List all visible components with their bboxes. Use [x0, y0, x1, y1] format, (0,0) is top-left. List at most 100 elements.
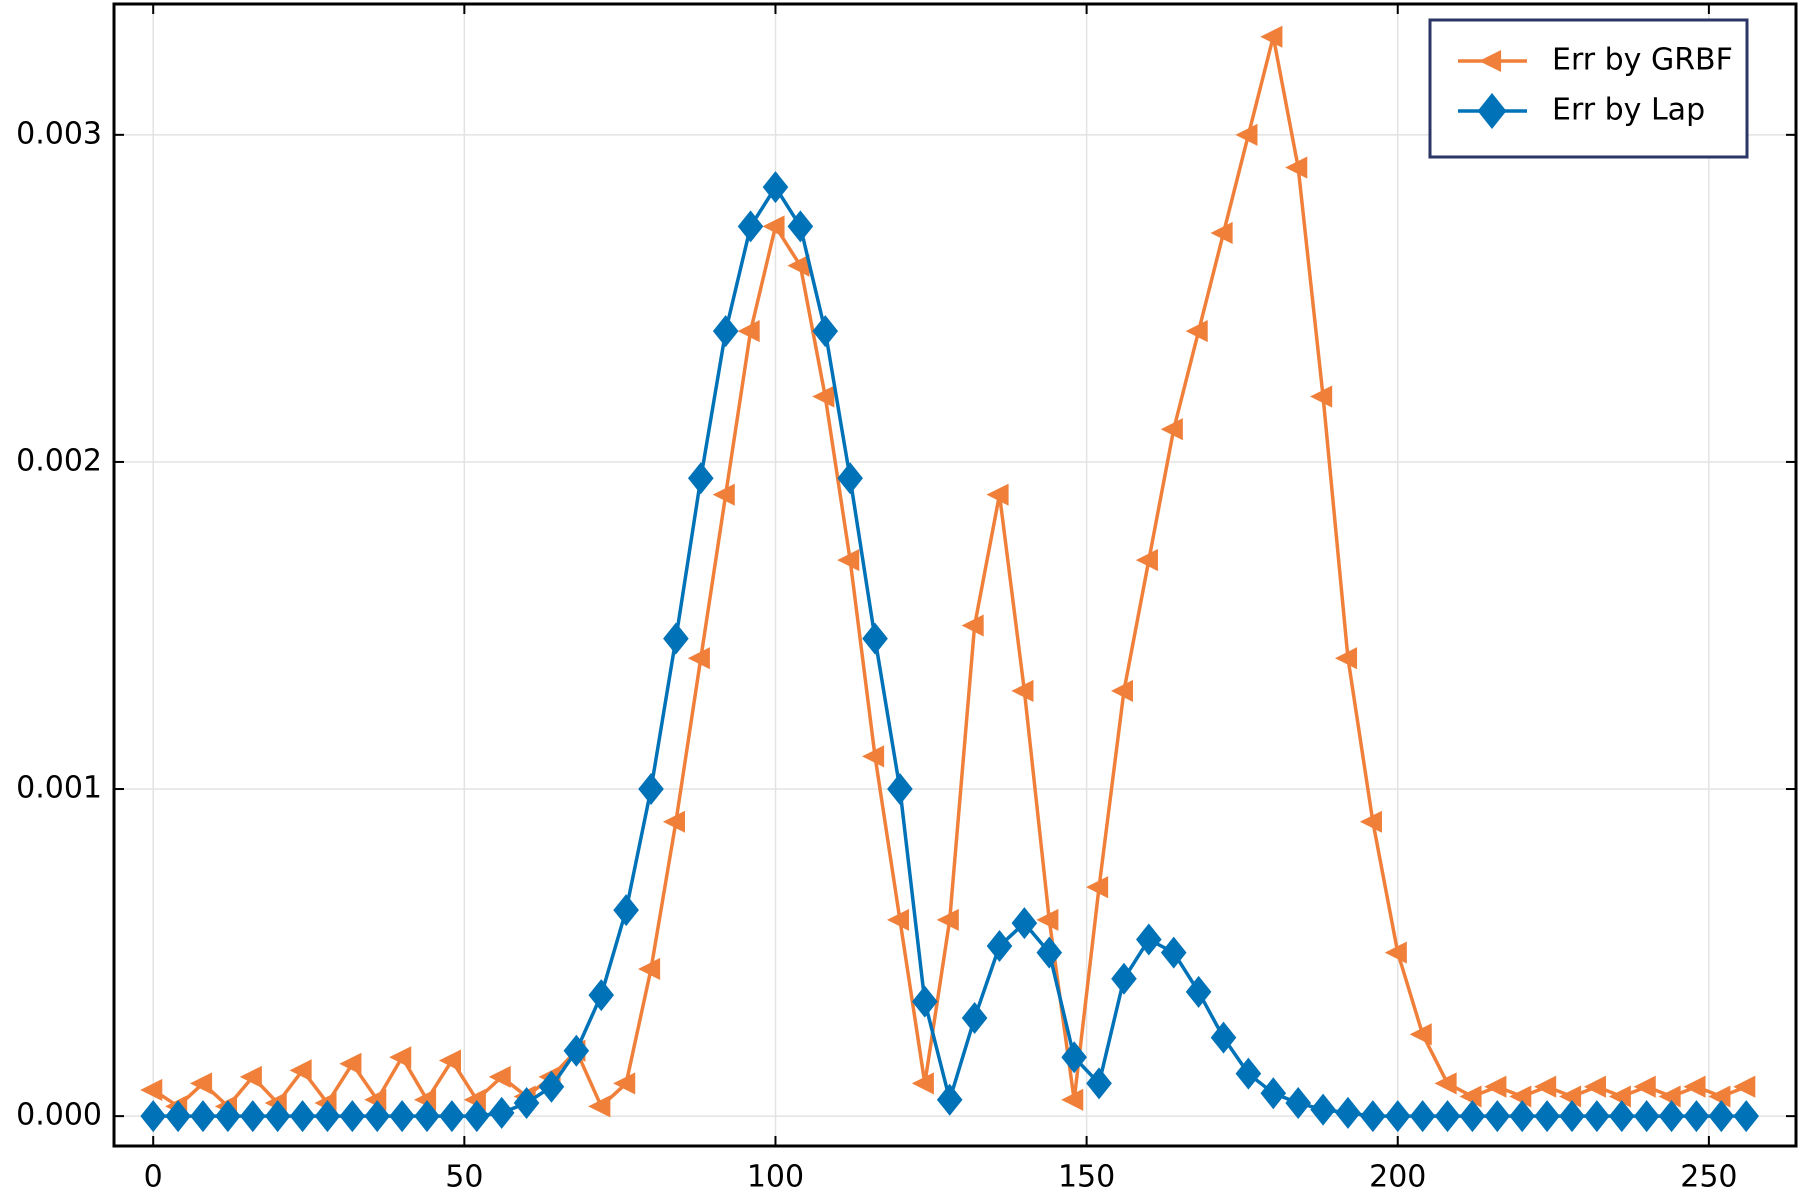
marker: [314, 1100, 341, 1133]
marker: [140, 1078, 163, 1102]
marker: [1584, 1100, 1610, 1133]
marker: [936, 1083, 963, 1116]
series: [140, 25, 1760, 1133]
marker: [588, 979, 615, 1012]
marker: [1061, 1088, 1084, 1111]
marker: [1434, 1072, 1457, 1095]
marker: [1658, 1100, 1685, 1133]
marker: [687, 647, 710, 670]
marker: [1136, 923, 1162, 956]
marker: [1086, 1067, 1112, 1100]
marker: [1086, 876, 1109, 899]
legend-label: Err by Lap: [1552, 93, 1705, 128]
marker: [812, 315, 839, 348]
marker: [1260, 25, 1283, 48]
plot-frame: [112, 2, 1798, 1148]
marker: [986, 483, 1009, 506]
marker: [1683, 1075, 1706, 1098]
y-tick-label: 0.003: [16, 116, 102, 151]
marker: [1384, 1100, 1411, 1133]
marker: [1558, 1085, 1582, 1108]
marker: [1310, 1093, 1336, 1126]
marker: [1135, 549, 1158, 572]
marker: [1011, 679, 1034, 702]
x-tick-label: 50: [445, 1160, 483, 1195]
marker: [812, 385, 835, 408]
marker: [1534, 1075, 1557, 1098]
marker: [513, 1087, 540, 1120]
marker: [439, 1100, 465, 1133]
x-tick-label: 150: [1058, 1160, 1115, 1195]
marker: [787, 210, 814, 243]
marker: [638, 773, 664, 806]
marker: [762, 171, 789, 204]
x-tick-label: 0: [144, 1160, 163, 1195]
marker: [1011, 907, 1038, 940]
marker: [862, 622, 888, 655]
marker: [961, 1002, 988, 1035]
marker: [1434, 1100, 1461, 1133]
marker: [339, 1052, 362, 1075]
marker: [563, 1034, 590, 1067]
marker: [264, 1100, 291, 1133]
marker: [1477, 93, 1507, 129]
marker: [438, 1049, 461, 1072]
series-group: [140, 171, 1760, 1133]
series-group: [140, 25, 1756, 1118]
marker: [1509, 1085, 1532, 1108]
marker: [1260, 1077, 1287, 1110]
marker: [862, 745, 885, 768]
x-tick-label: 250: [1680, 1160, 1737, 1195]
marker: [488, 1065, 511, 1088]
marker: [1210, 221, 1233, 245]
marker: [1036, 936, 1063, 969]
marker: [887, 773, 913, 806]
marker: [1210, 1021, 1237, 1054]
marker: [189, 1072, 213, 1095]
marker: [190, 1100, 216, 1133]
marker: [912, 985, 938, 1018]
x-tick-label: 200: [1369, 1160, 1426, 1195]
marker: [339, 1100, 366, 1133]
marker: [663, 622, 689, 655]
marker: [662, 810, 686, 833]
marker: [737, 320, 760, 343]
marker: [389, 1046, 412, 1069]
y-tick-label: 0.002: [16, 443, 102, 478]
marker: [1708, 1100, 1735, 1133]
marker: [165, 1100, 191, 1133]
marker: [613, 894, 639, 927]
marker: [911, 1072, 934, 1095]
marker: [364, 1100, 391, 1133]
marker: [1608, 1100, 1635, 1133]
marker: [1484, 1100, 1511, 1133]
marker: [737, 210, 764, 243]
marker: [1235, 123, 1258, 146]
marker: [688, 462, 714, 495]
marker: [239, 1100, 266, 1133]
marker: [463, 1100, 490, 1133]
legend-box: [1428, 18, 1749, 159]
marker: [289, 1059, 312, 1082]
marker: [1459, 1100, 1486, 1133]
marker: [1559, 1100, 1585, 1133]
marker: [787, 254, 810, 277]
x-tick-label: 100: [747, 1160, 804, 1195]
marker: [289, 1100, 316, 1133]
marker: [239, 1065, 262, 1088]
marker: [1633, 1075, 1656, 1098]
marker: [986, 930, 1013, 963]
marker: [1384, 941, 1407, 964]
marker: [1583, 1075, 1606, 1098]
marker: [488, 1096, 515, 1129]
series-line: [152, 36, 1747, 1110]
marker: [1285, 1087, 1311, 1120]
marker: [1409, 1023, 1432, 1046]
marker: [1733, 1100, 1760, 1133]
marker: [588, 1095, 611, 1118]
y-tick-label: 0.000: [16, 1098, 102, 1133]
marker: [1334, 647, 1358, 670]
marker: [837, 462, 863, 495]
marker: [1479, 49, 1502, 73]
